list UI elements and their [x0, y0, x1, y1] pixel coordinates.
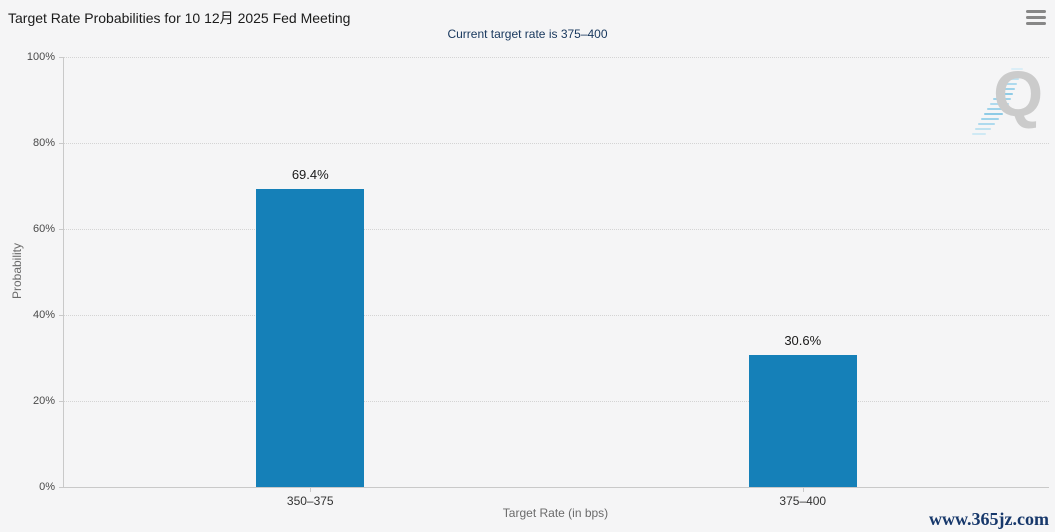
y-axis-tick — [59, 229, 64, 230]
x-category-label: 350–375 — [286, 494, 334, 508]
y-tick-label: 60% — [32, 223, 55, 235]
y-axis-tick — [59, 57, 64, 58]
x-axis-title: Target Rate (in bps) — [502, 506, 609, 520]
y-gridline — [64, 57, 1049, 58]
hamburger-bar — [1026, 16, 1046, 19]
y-tick-label: 80% — [32, 137, 55, 149]
y-axis-tick — [59, 487, 64, 488]
probability-bar[interactable] — [256, 188, 365, 487]
chart-subtitle: Current target rate is 375–400 — [447, 27, 608, 41]
y-gridline — [64, 315, 1049, 316]
hamburger-menu-icon[interactable] — [1026, 10, 1046, 25]
hamburger-bar — [1026, 22, 1046, 25]
site-watermark: www.365jz.com — [929, 509, 1049, 529]
y-gridline — [64, 401, 1049, 402]
plot-area: 0% 20% 40% 60% 80% 100% 69.4% 350–375 30.6% 375–4… — [27, 51, 1049, 508]
bar-value-label: 30.6% — [784, 333, 822, 349]
bar-value-label: 69.4% — [291, 166, 329, 182]
hamburger-bar — [1026, 10, 1046, 13]
y-axis-title: Probability — [10, 242, 24, 300]
chart-title: Target Rate Probabilities for 10 12月 202… — [8, 10, 351, 26]
logo-hatch-icon — [972, 68, 1023, 135]
logo-q-letter: Q — [993, 58, 1043, 130]
quikstrike-logo-watermark: Q — [965, 60, 1043, 140]
y-tick-label: 20% — [32, 395, 55, 407]
x-category-label: 375–400 — [779, 494, 827, 508]
y-tick-label: 0% — [39, 481, 55, 493]
y-gridline — [64, 229, 1049, 230]
y-tick-label: 100% — [26, 51, 55, 63]
x-axis-tick — [802, 487, 804, 492]
y-axis-tick — [59, 401, 64, 402]
x-axis-tick — [310, 487, 312, 492]
y-axis-tick — [59, 315, 64, 316]
y-gridline — [64, 143, 1049, 144]
y-tick-label: 40% — [32, 309, 55, 321]
probability-bar[interactable] — [748, 355, 857, 487]
y-axis-tick — [59, 143, 64, 144]
